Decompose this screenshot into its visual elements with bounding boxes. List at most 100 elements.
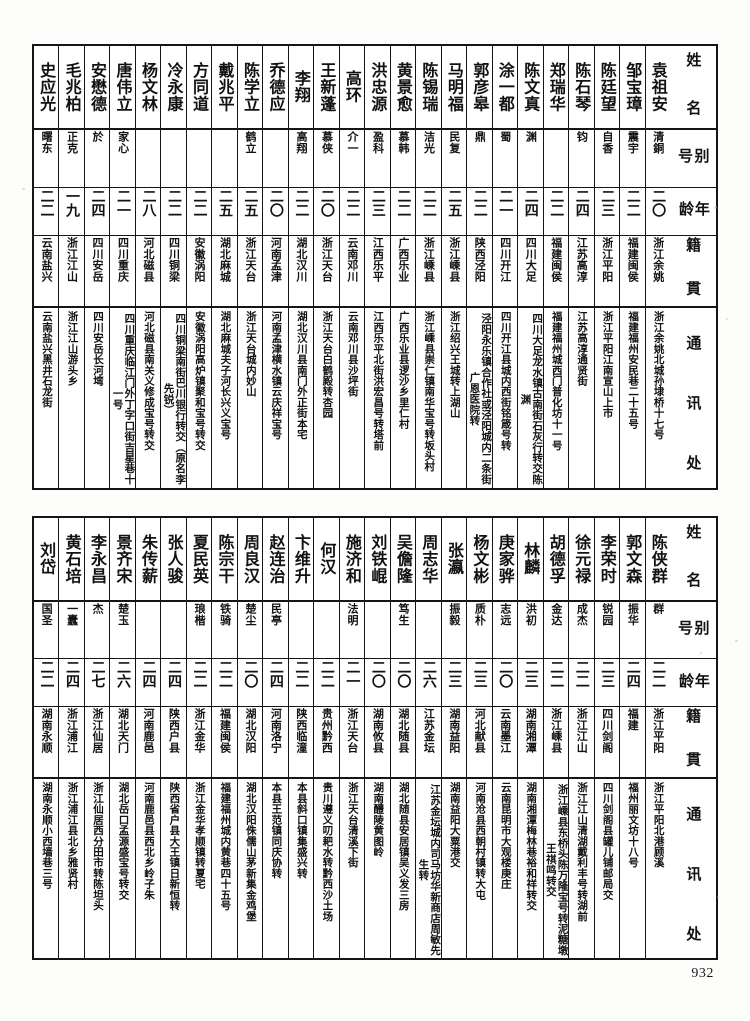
cell-alias: 锐园 (594, 602, 620, 660)
cell-native-text: 四川大足 (524, 237, 538, 282)
cell-address: 湖北汉川县南门外正街本宅 (289, 308, 313, 488)
cell-alias: 国圣 (33, 602, 59, 660)
cell-address: 河南沧县西朝村镇转大屯 (467, 779, 491, 958)
cell-name-text: 卞维升 (291, 533, 311, 584)
cell-address-text: 云南昆明市大观楼庚庄 (499, 781, 512, 889)
cell-age-text: 二八 (140, 189, 157, 218)
cell-age: 二〇 (492, 659, 518, 708)
cell-address: 浙江平阳北港顾溪 (646, 779, 670, 958)
cell-alias-text: 高翔 (295, 131, 309, 154)
cell-alias-text: 洪初 (524, 602, 538, 626)
cell-address: 浙江绍兴王城转上湖山 (442, 308, 466, 488)
cell-age: 二三 (594, 188, 620, 236)
roster-entry-column: 李荣时 锐园 二三 四川剑阁 四川剑阁县罐儿铺邮局交 (593, 518, 620, 958)
cell-age: 二四 (518, 188, 543, 236)
cell-native-text: 福建闽侯 (626, 237, 640, 282)
cell-name-text: 方同道 (189, 62, 209, 112)
cell-age: 二二 (620, 188, 645, 236)
cell-address-text: 福建福州城西门普化坊十一号 (550, 311, 563, 451)
roster-table-bottom: 姓 名别 号年 龄籍 貫通 讯 处陈侠群群二二 浙江平阳 浙江平阳北港顾溪 郭文森 振华… (32, 516, 718, 960)
cell-native: 云南盐兴 (33, 236, 59, 308)
cell-age: 二二 (33, 188, 59, 236)
cell-age-text: 二二 (293, 189, 310, 218)
cell-address: 浙江天台白鹤殿转杏园 (314, 308, 338, 488)
cell-age-text: 一九 (64, 189, 81, 218)
cell-address-text: 湖北麻城夫子河长兴义宝号 (219, 311, 232, 440)
cell-name: 郑瑞华 (543, 46, 569, 130)
cell-address-text: 河南鹿邑县西北乡岭子朱 (142, 781, 155, 900)
cell-name-text: 史应光 (37, 62, 57, 112)
cell-age: 二三 (594, 659, 620, 708)
cell-address: 本县王范镇同庆协转 (263, 779, 287, 958)
roster-entry-column: 卞维升 二二 陕西临潼 本县斜口镇集盛兴转 (287, 518, 314, 958)
cell-alias-text: 洁光 (422, 131, 436, 154)
cell-alias (365, 602, 390, 660)
cell-name-text: 徐元禄 (572, 533, 592, 584)
row-header-native: 籍 貫 (670, 236, 716, 308)
cell-address: 贵川遵义叨耙水转黔西沙土场 (314, 779, 338, 958)
roster-entry-column: 陈侠群群二二 浙江平阳 浙江平阳北港顾溪 (644, 518, 670, 958)
cell-native-text: 浙江天台 (345, 708, 359, 754)
cell-native-text: 浙江余姚 (651, 237, 665, 282)
roster-entry-column: 陈宗干 铁骑 二二 福建闽侯 福建福州城内黄巷四十五号 (211, 518, 237, 958)
cell-native-text: 江苏高淳 (575, 237, 589, 282)
cell-address-text: 云南盐兴黑井石龙街 (41, 311, 53, 408)
cell-native-text: 湖南湘潭 (524, 708, 538, 754)
cell-alias-text: 民亭 (269, 602, 283, 626)
row-header-alias: 别 号 (670, 602, 716, 660)
cell-name: 李翔 (288, 46, 314, 130)
cell-age-text: 二二 (471, 189, 488, 218)
cell-name: 陈石琴 (569, 46, 594, 130)
cell-native: 贵州黔西 (314, 707, 339, 779)
cell-alias: 洪初 (518, 602, 543, 660)
cell-address-text: 安徽涡阳高炉镇聚和宝号转交 (193, 311, 206, 451)
cell-alias-text: 钧 (575, 131, 589, 143)
cell-address: 福州丽文坊十八号 (620, 779, 644, 958)
cell-age: 二〇 (263, 188, 288, 236)
cell-native: 江苏金坛 (416, 707, 441, 779)
roster-entry-column: 高环 介一 二二 云南邓川 云南邓川县沙坪街 (338, 46, 365, 488)
cell-address-text: 四川安岳长河塆 (91, 311, 104, 386)
cell-name-text: 安懋德 (88, 62, 108, 112)
cell-address-text: 湖南益阳大粟港交 (448, 781, 461, 868)
cell-age: 二二 (288, 659, 314, 708)
roster-entry-column: 陈锡瑞 洁光 二二 浙江嵊县 浙江嵊县崇仁镇南华宝号转坂头村 (415, 46, 441, 488)
cell-age-text: 二五 (242, 189, 259, 218)
cell-native-text: 福建闽侯 (218, 708, 232, 754)
cell-age-text: 二四 (573, 189, 590, 218)
cell-age: 二二 (467, 188, 492, 236)
cell-native: 浙江天台 (339, 707, 365, 779)
cell-name-text: 李永昌 (88, 533, 108, 584)
cell-native: 福建闽侯 (543, 236, 569, 308)
cell-address: 泾阳永乐镇合作社或泾阳城内二条街广恩医院转 (467, 308, 491, 488)
cell-alias: 铁骑 (212, 602, 237, 660)
cell-age-text: 二二 (344, 189, 361, 218)
cell-native-text: 浙江江山 (65, 237, 79, 282)
cell-address: 湖北随县安居镇吴义发三房 (391, 779, 415, 958)
cell-native-text: 四川铜梁 (167, 237, 181, 282)
row-header-native: 籍 貫 (670, 707, 716, 779)
roster-entry-column: 陈廷望 自香 二三 浙江平阳 浙江平阳江南宣山上市 (593, 46, 620, 488)
cell-name-text: 陈廷望 (597, 62, 617, 112)
cell-address: 浙江平阳江南宣山上市 (595, 308, 619, 488)
cell-address-text: 河北磁县南关义修成宝号转交 (142, 311, 155, 451)
cell-native-text: 河北献县 (473, 708, 487, 754)
cell-age-text: 二二 (216, 660, 233, 689)
cell-name-text: 何汉 (317, 542, 337, 576)
cell-age: 二一 (339, 659, 365, 708)
cell-name-text: 景齐宋 (113, 533, 133, 584)
cell-native-text: 浙江嵊县 (549, 708, 563, 754)
cell-address-text: 四川开江县城内西街铭箴号转 (499, 311, 512, 451)
cell-native-text: 湖北汉川 (294, 237, 308, 282)
cell-age: 二三 (518, 659, 543, 708)
cell-name: 黄石培 (59, 518, 84, 602)
cell-age: 二二 (543, 188, 569, 236)
cell-alias: 慕侠 (314, 130, 339, 188)
roster-entry-column: 吴儋隆 笃生 二〇 湖北随县 湖北随县安居镇吴义发三房 (389, 518, 416, 958)
cell-native: 浙江江山 (569, 707, 594, 779)
cell-age: 二一 (492, 188, 518, 236)
cell-alias-text: 质朴 (473, 602, 487, 626)
cell-native-text: 云南邓川 (345, 237, 359, 282)
roster-entry-column: 夏民英 琅楷 二二 浙江金华 浙江金华孝顺镇转夏宅 (185, 518, 212, 958)
cell-name: 邹宝璋 (620, 46, 645, 130)
